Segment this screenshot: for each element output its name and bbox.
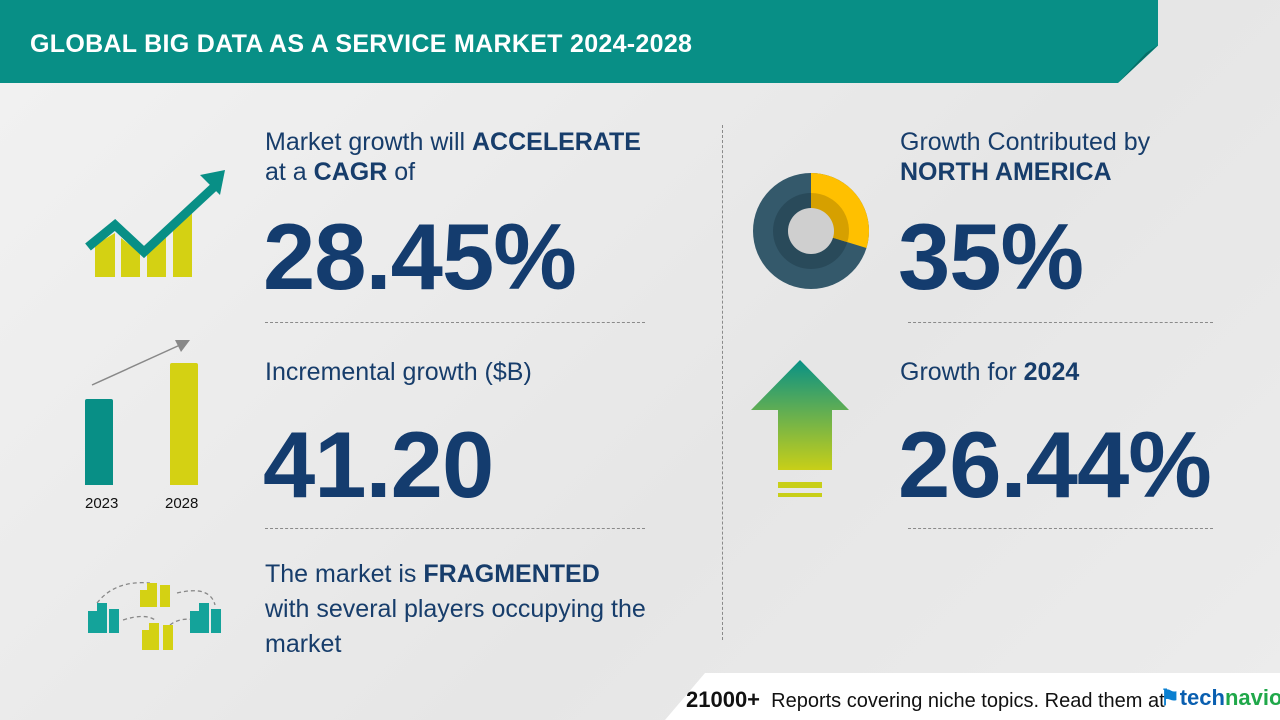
footer-text: 21000+ Reports covering niche topics. Re… — [686, 687, 1165, 712]
yoy-label: Growth for 2024 — [900, 358, 1080, 386]
divider — [265, 322, 645, 323]
market-structure: The market is FRAGMENTED with several pla… — [265, 560, 646, 658]
incremental-label: Incremental growth ($B) — [265, 358, 532, 386]
incremental-bars-icon — [85, 340, 198, 485]
region-donut-icon — [753, 173, 869, 289]
incremental-value: 41.20 — [263, 412, 494, 517]
cagr-heading: Market growth will ACCELERATE at a CAGR o… — [265, 128, 641, 186]
divider — [265, 528, 645, 529]
logo-mark-icon: ⚑ — [1160, 685, 1180, 710]
header-banner — [0, 0, 1158, 83]
up-arrow-icon — [751, 360, 849, 497]
cagr-value: 28.45% — [263, 204, 577, 309]
year-label: 2028 — [165, 495, 199, 512]
vertical-divider — [722, 125, 723, 640]
footer-banner — [665, 673, 1280, 720]
year-label: 2023 — [85, 495, 119, 512]
growth-chart-icon — [85, 170, 225, 277]
region-heading: Growth Contributed by NORTH AMERICA — [900, 128, 1151, 186]
region-value: 35% — [898, 204, 1084, 309]
buildings-icon — [88, 582, 221, 650]
yoy-value: 26.44% — [898, 412, 1212, 517]
page-title: GLOBAL BIG DATA AS A SERVICE MARKET 2024… — [30, 30, 693, 58]
divider — [908, 528, 1213, 529]
divider — [908, 322, 1213, 323]
technavio-logo[interactable]: ⚑technavio — [1160, 685, 1280, 710]
